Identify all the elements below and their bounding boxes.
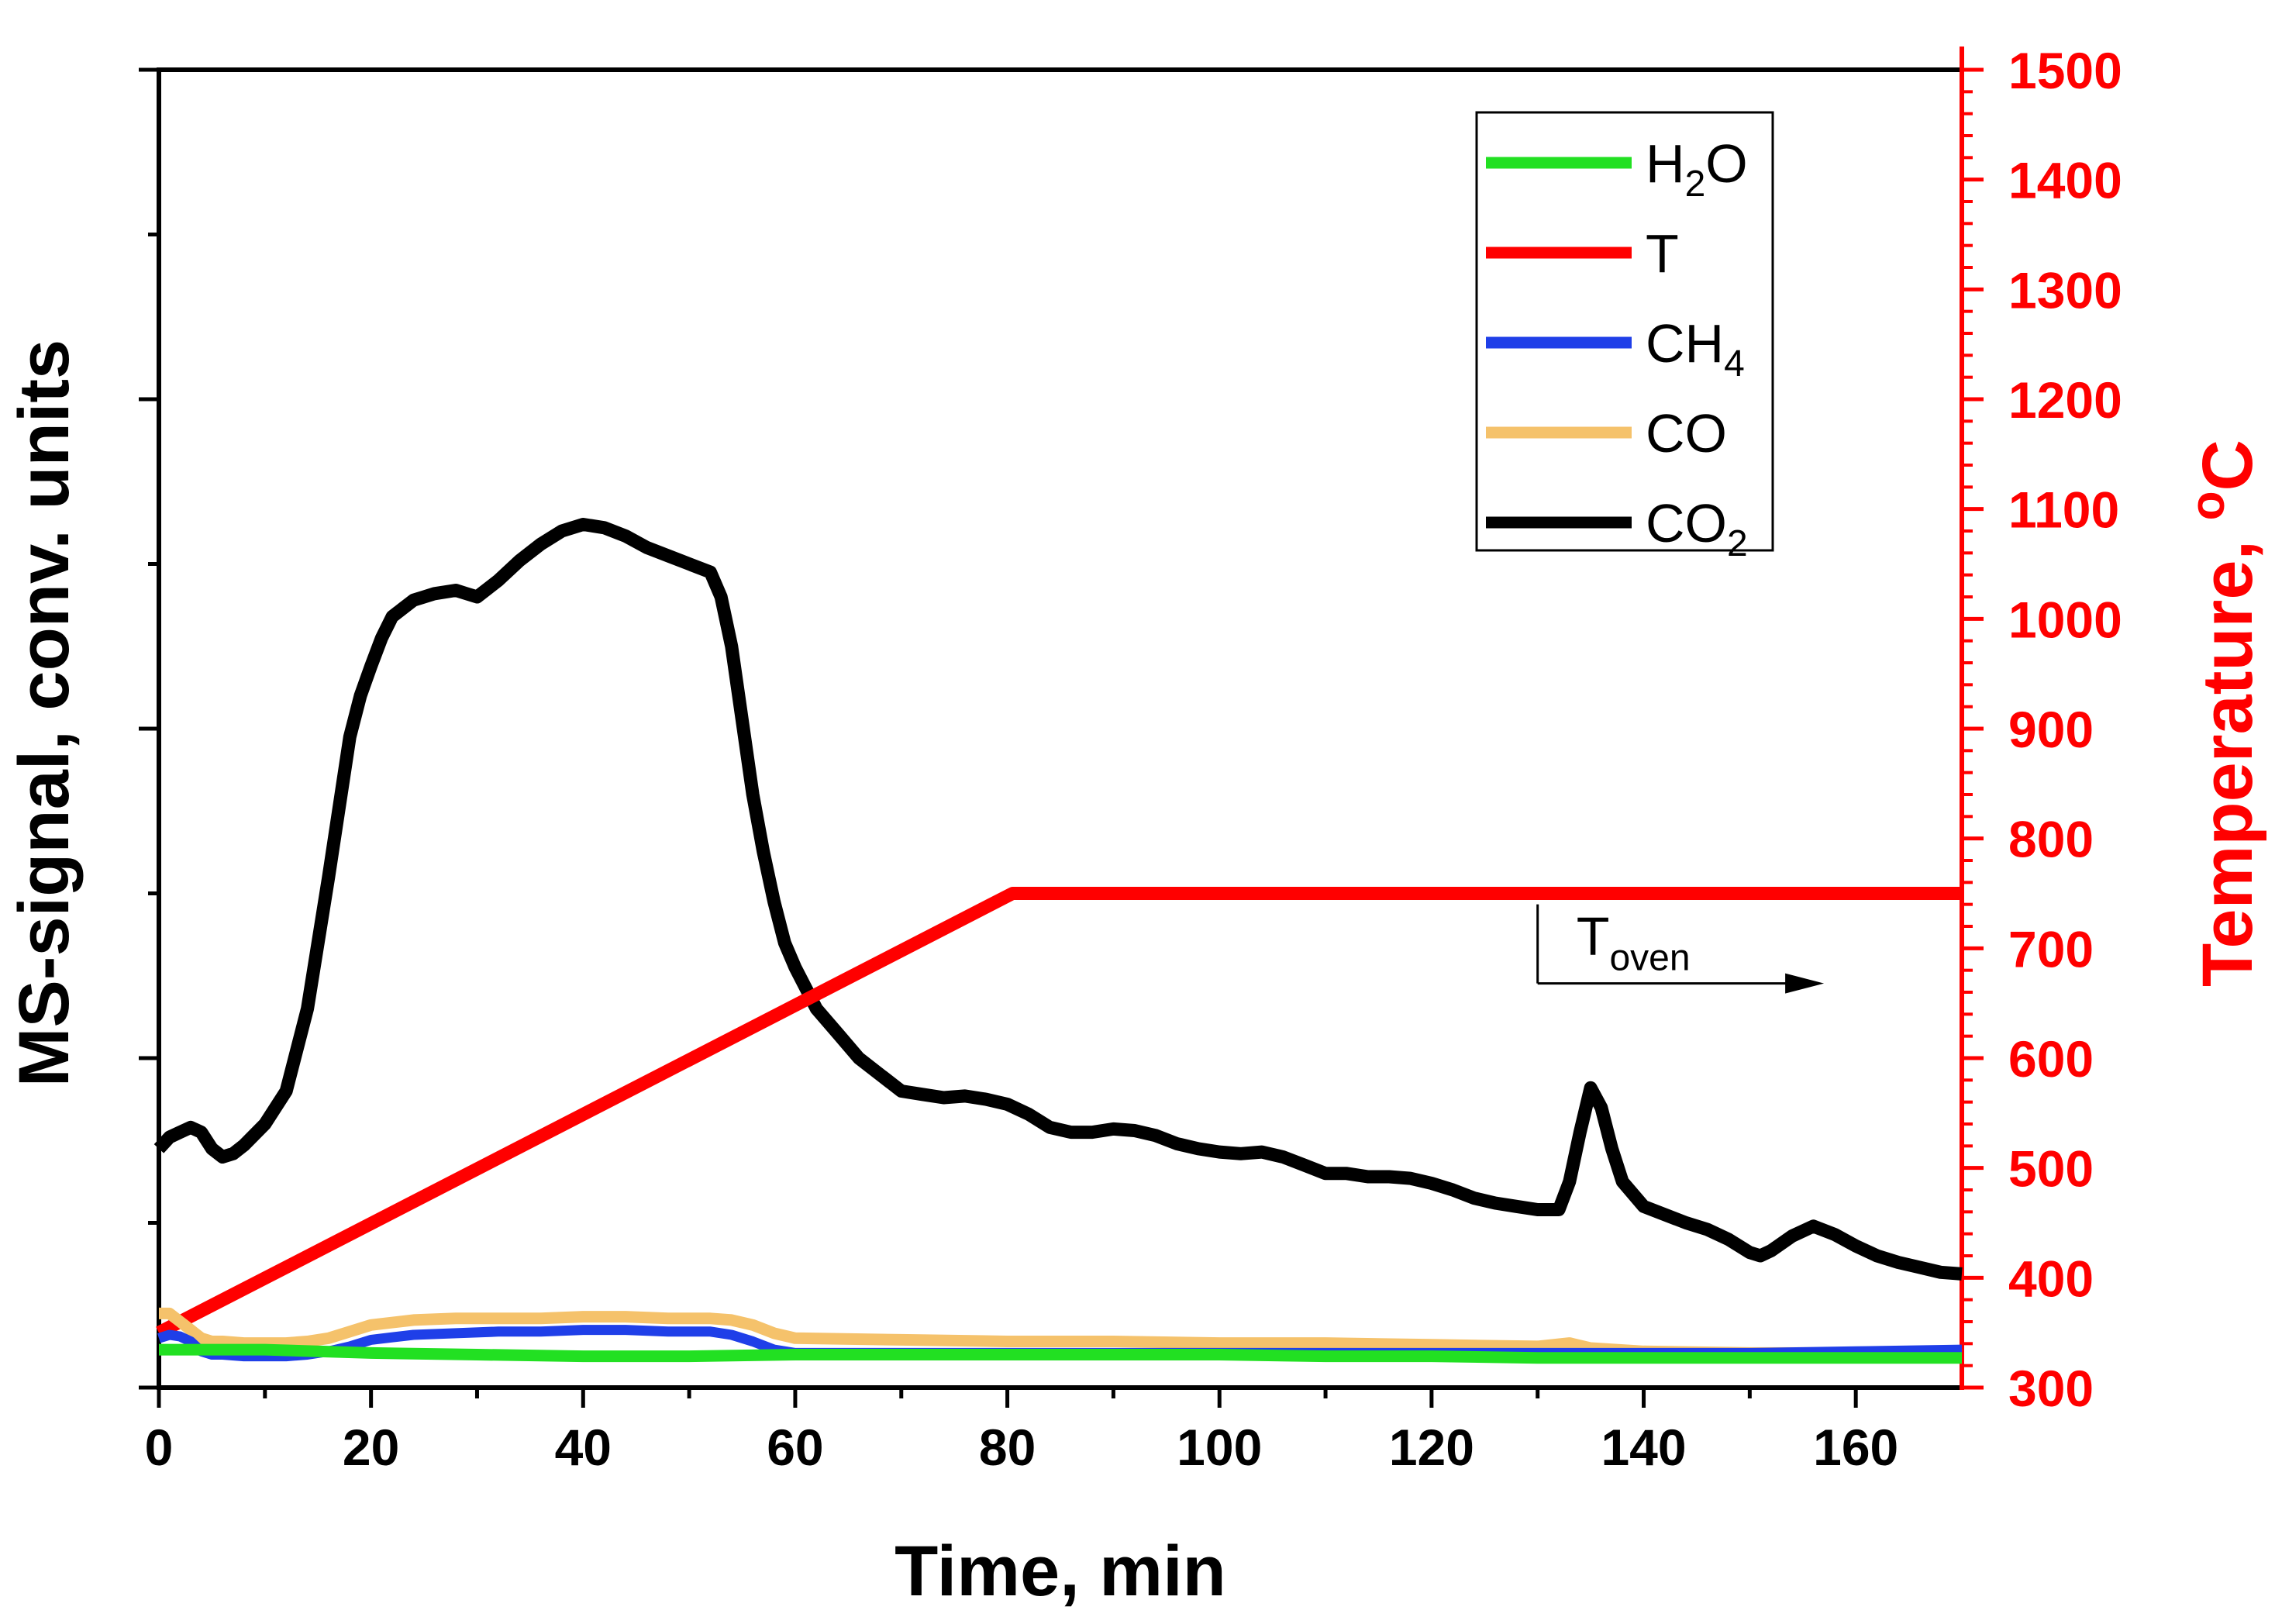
y2-tick-label: 400 (2008, 1250, 2094, 1307)
legend-label-co: CO (1646, 403, 1727, 464)
x-tick-label: 120 (1389, 1419, 1474, 1476)
y2-tick-label: 600 (2008, 1030, 2094, 1088)
series-t (156, 887, 1962, 1339)
y2-tick-label: 1500 (2008, 42, 2122, 99)
series-co2 (153, 518, 1963, 1281)
label-layer: 0 20 40 60 80 100 120 140 160 300 400 500 600 700 800 9… (5, 42, 2267, 1611)
y2-tick-label: 900 (2008, 701, 2094, 758)
annotation-label: Toven (1577, 905, 1691, 978)
series-layer (153, 518, 1963, 1364)
legend-label-co2: CO2 (1646, 493, 1748, 564)
legend-box (1475, 111, 1774, 552)
y2-tick-label: 500 (2008, 1140, 2094, 1198)
annotation-layer: Toven (1536, 904, 1825, 994)
x-tick-label: 140 (1601, 1419, 1686, 1476)
y2-tick-label: 1100 (2008, 481, 2119, 539)
x-tick-label: 40 (555, 1419, 612, 1476)
x-axis-title: Time, min (894, 1532, 1226, 1611)
y2-tick-label: 1400 (2008, 152, 2122, 209)
series-h2o (159, 1343, 1962, 1364)
y2-tick-label: 1300 (2008, 261, 2122, 319)
y2-tick-label: 1200 (2008, 371, 2122, 429)
series-co (159, 1307, 1963, 1360)
legend-label-t: T (1646, 223, 1679, 284)
x-tick-label: 160 (1813, 1419, 1898, 1476)
x-tick-label: 80 (979, 1419, 1036, 1476)
y-axis-title: MS-signal, conv. units (5, 340, 84, 1087)
legend-label-h2o: H2O (1646, 133, 1748, 205)
y2-tick-label: 300 (2008, 1360, 2094, 1417)
y2-tick-label: 700 (2008, 920, 2094, 978)
x-tick-label: 60 (767, 1419, 823, 1476)
legend-label-ch4: CH4 (1646, 313, 1745, 384)
y2-tick-label: 800 (2008, 811, 2094, 868)
x-tick-label: 20 (343, 1419, 399, 1476)
axes-layer (139, 47, 1984, 1408)
x-tick-label: 0 (145, 1419, 174, 1476)
y2-axis-title: Temperature, oC (2181, 440, 2267, 987)
legend: H2O T CH4 CO CO2 (1475, 111, 1774, 564)
annotation-arrowhead (1785, 973, 1825, 994)
x-tick-label: 100 (1177, 1419, 1262, 1476)
y2-tick-label: 1000 (2008, 591, 2122, 648)
